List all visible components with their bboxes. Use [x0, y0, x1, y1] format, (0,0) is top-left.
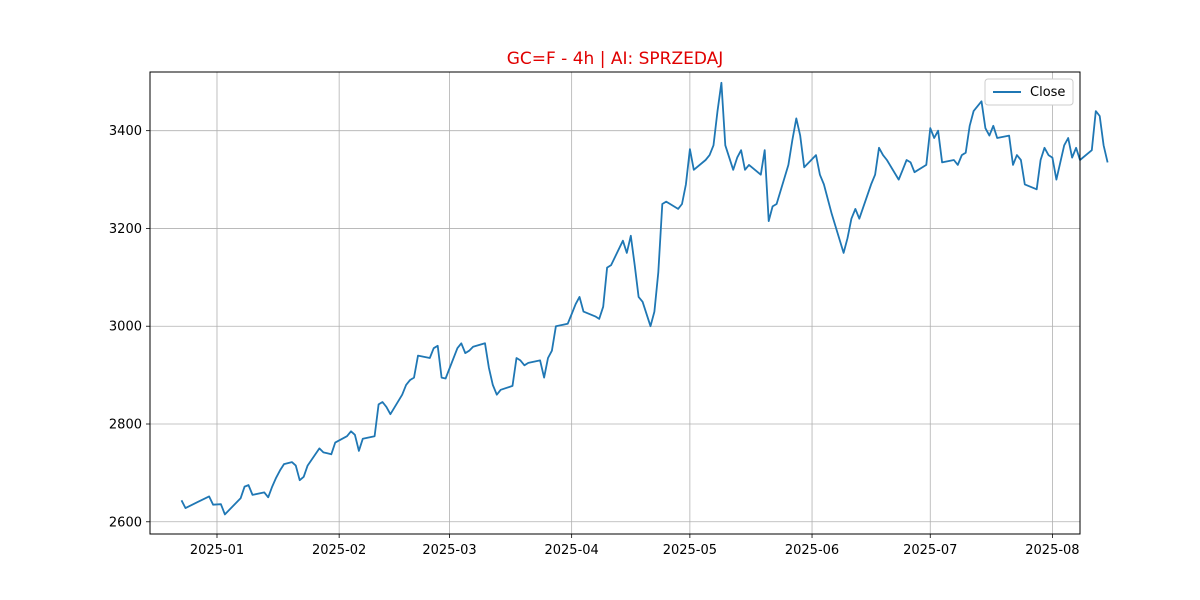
plot-frame	[149, 71, 1081, 535]
y-axis: 2600 2800 3000 3200 3400	[109, 124, 150, 530]
x-tick-label: 2025-06	[785, 543, 839, 558]
y-tick-label: 3200	[109, 222, 142, 237]
x-tick-label: 2025-05	[663, 543, 717, 558]
legend-box	[984, 78, 1074, 106]
x-tick-label: 2025-02	[312, 543, 366, 558]
x-tick-label: 2025-07	[903, 543, 957, 558]
chart-title: GC=F - 4h | AI: SPRZEDAJ	[507, 49, 724, 69]
y-tick-label: 2800	[109, 418, 142, 433]
series-line-close	[180, 81, 1109, 516]
series-group	[180, 81, 1109, 516]
y-tick-label: 3400	[109, 124, 142, 139]
x-tick-label: 2025-04	[544, 543, 598, 558]
x-tick-label: 2025-08	[1025, 543, 1079, 558]
y-tick-label: 2600	[109, 515, 142, 530]
legend: Close	[984, 78, 1074, 106]
grid	[150, 72, 1080, 534]
legend-label: Close	[1030, 85, 1065, 100]
x-axis: 2025-01 2025-02 2025-03 2025-04 2025-05 2025-…	[190, 534, 1080, 558]
x-tick-label: 2025-03	[422, 543, 476, 558]
y-tick-label: 3000	[109, 320, 142, 335]
x-tick-label: 2025-01	[190, 543, 244, 558]
